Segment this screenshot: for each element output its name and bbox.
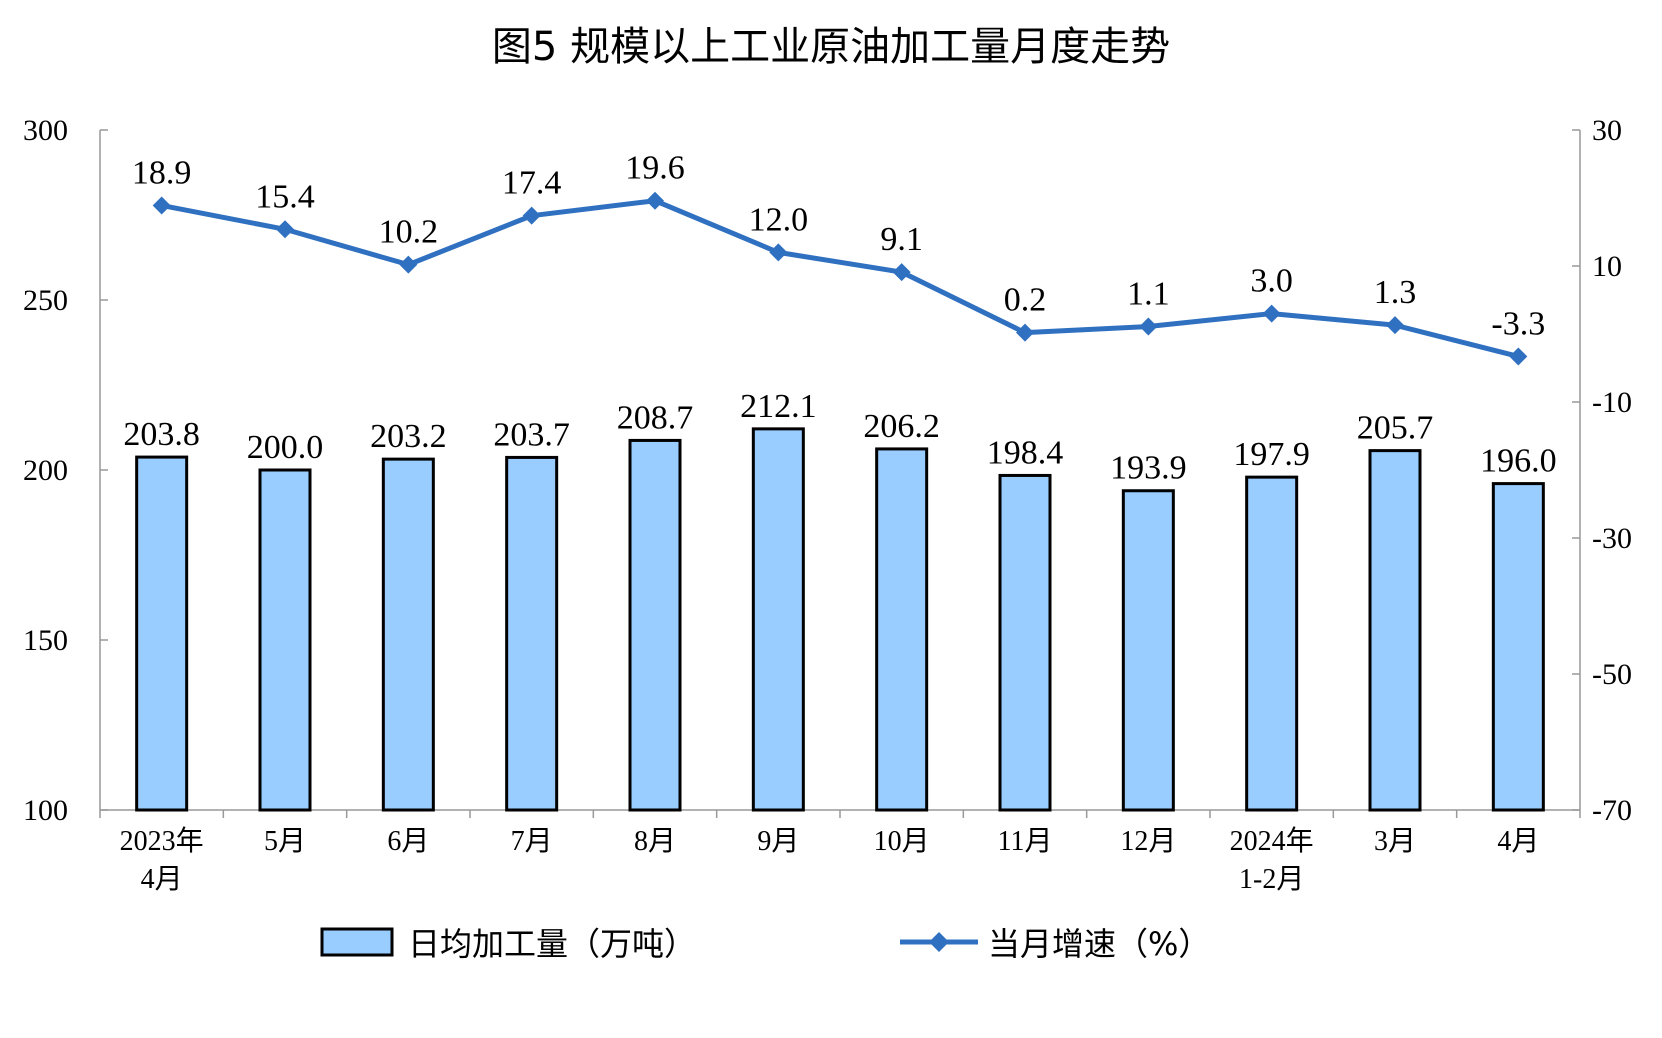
y-right-tick-label: -70: [1592, 794, 1632, 827]
growth-point: [892, 263, 911, 282]
growth-point: [1262, 304, 1281, 323]
bar: [1491, 482, 1545, 812]
bar: [875, 447, 929, 812]
bar-value-label: 193.9: [1110, 450, 1187, 487]
x-tick-label: 12月: [1120, 826, 1176, 857]
growth-point: [1386, 316, 1404, 335]
growth-value-label: 17.4: [502, 165, 562, 202]
y-left-tick-label: 100: [23, 794, 68, 827]
bar-value-labels: 203.8 200.0 203.2 203.7 208.7 212.1 206.2 198.4…: [123, 388, 1556, 487]
bar-value-label: 212.1: [740, 388, 817, 425]
x-tick-label: 5月: [264, 826, 306, 857]
y-right-tick-label: 30: [1592, 114, 1622, 147]
x-tick-label: 2023年 4月: [120, 825, 204, 895]
bar: [381, 457, 435, 812]
x-tick-label: 9月: [757, 826, 799, 857]
y-left-tick-label: 200: [23, 454, 68, 487]
growth-value-label: 1.1: [1127, 276, 1170, 313]
growth-value-label: 15.4: [255, 178, 315, 215]
bar-value-label: 208.7: [617, 399, 694, 436]
growth-value-label: 12.0: [749, 201, 809, 238]
x-tick-label: 8月: [634, 826, 676, 857]
growth-value-label: 9.1: [880, 221, 923, 258]
y-left-tick-label: 250: [23, 284, 68, 317]
y-left-tick-label: 300: [23, 114, 68, 147]
growth-point: [399, 255, 418, 274]
growth-value-label: 1.3: [1374, 274, 1417, 311]
bar: [751, 427, 805, 812]
bar-value-label: 203.7: [493, 416, 570, 453]
bar-value-label: 203.2: [370, 418, 447, 455]
growth-point: [1139, 317, 1158, 336]
legend-bar-swatch: [320, 927, 394, 957]
bar-value-label: 198.4: [987, 434, 1064, 471]
growth-value-label: -3.3: [1491, 305, 1545, 342]
line-value-labels: 18.9 15.4 10.2 17.4 19.6 12.0 9.1 0.2 1.1 3.0 1.3 -…: [132, 150, 1545, 343]
legend: 日均加工量（万吨） 当月增速（%）: [320, 925, 1210, 963]
bar: [628, 438, 682, 812]
growth-point: [276, 220, 294, 239]
x-tick-label: 6月: [387, 826, 429, 857]
x-tick-label: 7月: [511, 826, 553, 857]
y-right-tick-label: 10: [1592, 250, 1622, 283]
bar: [258, 468, 312, 812]
y-right-tick-label: -50: [1592, 658, 1632, 691]
y-right-tick-label: -30: [1592, 522, 1632, 555]
bar: [998, 473, 1052, 812]
x-tick-label: 11月: [998, 826, 1053, 857]
y-left-tick-label: 150: [23, 624, 68, 657]
growth-value-label: 3.0: [1250, 263, 1293, 300]
growth-point: [1016, 323, 1034, 342]
x-tick-label: 2024年 1-2月: [1230, 825, 1314, 895]
bar-value-label: 197.9: [1233, 436, 1310, 473]
y-right-tick-label: -10: [1592, 386, 1632, 419]
growth-point: [1509, 347, 1528, 366]
bar: [135, 455, 189, 812]
growth-value-label: 18.9: [132, 154, 192, 191]
x-tick-label: 4月: [1497, 826, 1539, 857]
legend-line-label: 当月增速（%）: [988, 925, 1210, 963]
growth-point: [522, 206, 541, 225]
bar-value-label: 205.7: [1357, 410, 1434, 447]
bar: [1245, 475, 1299, 812]
line-series: [152, 191, 1528, 366]
legend-line-marker: [929, 932, 949, 952]
bar-value-label: 200.0: [247, 429, 324, 466]
growth-value-label: 10.2: [379, 214, 439, 251]
bar-value-label: 206.2: [863, 408, 940, 445]
legend-bar-label: 日均加工量（万吨）: [408, 925, 696, 963]
bar-value-label: 196.0: [1480, 443, 1557, 480]
growth-value-label: 19.6: [625, 150, 685, 187]
bar-value-label: 203.8: [123, 416, 200, 453]
x-tick-label: 3月: [1374, 826, 1416, 857]
bar-series: [135, 427, 1545, 812]
growth-value-label: 0.2: [1004, 282, 1047, 319]
chart-title: 图5 规模以上工业原油加工量月度走势: [491, 24, 1171, 70]
growth-point: [646, 191, 664, 210]
growth-line: [161, 198, 1519, 359]
axes: 100 150 200 250 300 -70 -50 -30 -10 10 30 2023年 4月 5月…: [23, 114, 1632, 895]
bar: [505, 455, 559, 812]
x-tick-label: 10月: [874, 826, 930, 857]
bar: [1368, 449, 1422, 812]
growth-point: [769, 243, 788, 262]
bar: [1121, 489, 1175, 812]
growth-point: [152, 196, 171, 215]
